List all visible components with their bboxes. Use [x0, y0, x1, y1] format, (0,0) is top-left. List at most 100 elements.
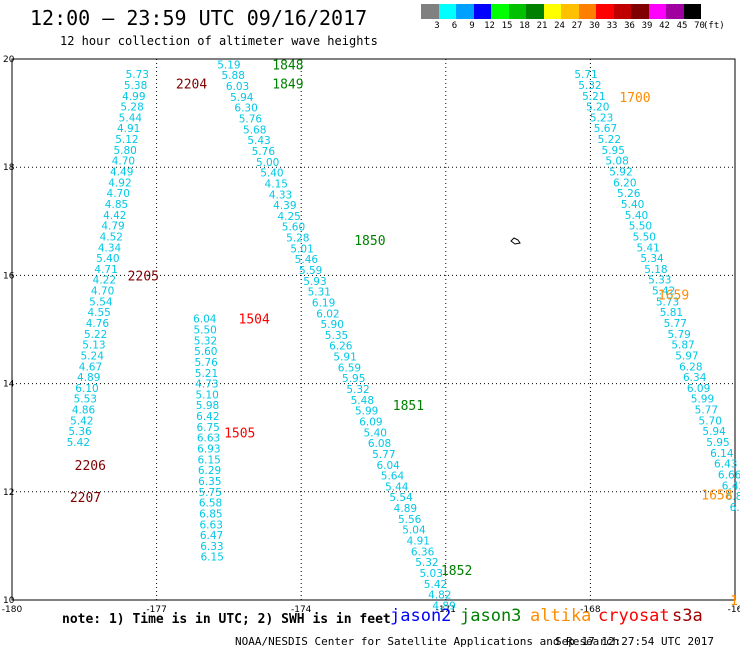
legend-swatch	[473, 4, 491, 19]
wave-height-value: 5.41	[636, 242, 659, 254]
coastline-mark	[510, 237, 521, 245]
legend-swatch	[648, 4, 666, 19]
wave-height-value: 5.33	[648, 275, 671, 287]
wave-height-value: 5.71	[574, 69, 597, 81]
wave-height-value: 4.79	[101, 221, 124, 233]
wave-height-value: 6.09	[359, 416, 382, 428]
wave-height-value: 5.26	[617, 188, 641, 200]
footer-timestamp: Sep 17 12:27:54 UTC 2017	[555, 635, 714, 648]
wave-height-value: 5.97	[675, 350, 698, 362]
x-tick-label: -16	[728, 605, 740, 615]
wave-height-value: 6.14	[710, 448, 734, 460]
pass-time-label: 1	[730, 594, 738, 609]
wave-height-value: 6.42	[196, 411, 219, 423]
pass-time-label: 2204	[176, 77, 207, 92]
wave-height-value: 6.03	[226, 81, 249, 93]
wave-height-value: 6.66	[718, 469, 740, 481]
wave-height-value: 4.91	[407, 535, 430, 547]
wave-height-value: 5.22	[84, 329, 107, 341]
wave-height-value: 6.63	[200, 519, 223, 531]
wave-height-value: 6.36	[411, 546, 435, 558]
legend-label: 33	[606, 21, 618, 31]
wave-height-value: 5.60	[194, 346, 217, 358]
x-tick-label: -177	[146, 605, 166, 615]
legend-swatch	[543, 4, 561, 19]
wave-height-value: 4.33	[269, 189, 292, 201]
pass-time-label: 1658	[701, 489, 732, 504]
legend-unit: (ft)	[703, 21, 725, 31]
wave-height-value: 6.59	[338, 362, 361, 374]
legend-label: 18	[519, 21, 530, 31]
wave-height-value: 5.68	[243, 124, 266, 136]
wave-height-value: 5.42	[424, 579, 447, 591]
legend-swatch	[683, 4, 701, 19]
pass-time-label: 2206	[75, 459, 106, 474]
wave-height-value: 4.70	[91, 286, 114, 298]
legend-swatch	[631, 4, 649, 19]
wave-height-value: 5.73	[656, 296, 679, 308]
wave-height-value: 5.22	[598, 134, 621, 146]
wave-height-value: 5.44	[385, 481, 409, 493]
wave-height-value: 4.82	[428, 590, 451, 602]
wave-height-value: 4.25	[277, 211, 300, 223]
wave-height-value: 4.71	[94, 264, 117, 276]
wave-height-value: 4.67	[79, 361, 102, 373]
legend-label: 36	[624, 21, 635, 31]
legend-swatch	[438, 4, 456, 19]
wave-height-value: 5.60	[282, 222, 305, 234]
wave-height-value: 4.89	[394, 503, 417, 515]
color-legend	[421, 4, 701, 19]
legend-swatch	[613, 4, 631, 19]
wave-height-value: 5.03	[420, 568, 443, 580]
wave-height-value: 5.28	[286, 233, 309, 245]
wave-height-value: 5.31	[308, 287, 331, 299]
legend-label: 42	[659, 21, 670, 31]
wave-height-value: 5.20	[586, 102, 609, 114]
satellite-label-altika: altika	[530, 606, 592, 626]
legend-label: 15	[501, 21, 513, 31]
wave-height-value: 5.50	[633, 231, 656, 243]
x-tick-label: -180	[2, 605, 23, 615]
wave-height-value: 5.95	[706, 437, 729, 449]
wave-height-value: 5.40	[621, 199, 644, 211]
wave-height-value: 6.33	[200, 541, 223, 553]
wave-height-value: 4.89	[77, 372, 100, 384]
wave-height-value: 5.94	[702, 426, 726, 438]
legend-label: 39	[641, 21, 653, 31]
wave-height-value: 5.35	[325, 330, 348, 342]
wave-height-value: 4.70	[112, 156, 135, 168]
wave-height-value: 6.35	[198, 476, 221, 488]
wave-height-value: 6.15	[197, 454, 220, 466]
wave-height-value: 5.00	[256, 157, 279, 169]
legend-label: 9	[469, 21, 475, 31]
wave-height-value: 5.77	[372, 449, 395, 461]
wave-height-value: 5.23	[590, 112, 613, 124]
wave-height-value: 5.54	[89, 296, 113, 308]
wave-height-value: 5.70	[699, 415, 722, 427]
wave-height-value: 5.21	[582, 91, 605, 103]
wave-height-value: 5.90	[321, 319, 344, 331]
wave-height-value: 6.58	[199, 498, 222, 510]
wave-height-value: 5.95	[602, 145, 625, 157]
wave-height-value: 4.42	[103, 210, 126, 222]
wave-height-value: 5.67	[594, 123, 617, 135]
wave-height-value: 4.91	[117, 123, 140, 135]
legend-swatch	[508, 4, 526, 19]
wave-height-value: 4.22	[93, 275, 116, 287]
legend-label: 12	[484, 21, 495, 31]
wave-height-value: 4.52	[100, 231, 123, 243]
wave-height-value: 5.10	[195, 389, 218, 401]
wave-height-value: 5.48	[351, 395, 374, 407]
legend-swatch	[421, 4, 439, 19]
plot-frame	[11, 58, 736, 601]
wave-height-value: 5.79	[667, 329, 690, 341]
pass-time-label: 1852	[441, 564, 472, 579]
wave-height-value: 5.32	[415, 557, 438, 569]
legend-swatch	[491, 4, 509, 19]
wave-height-value: 5.40	[364, 427, 387, 439]
wave-height-value: 5.91	[333, 352, 356, 364]
pass-time-label: 2205	[128, 269, 159, 284]
wave-height-value: 5.76	[239, 114, 263, 126]
legend-label: 6	[451, 21, 458, 31]
